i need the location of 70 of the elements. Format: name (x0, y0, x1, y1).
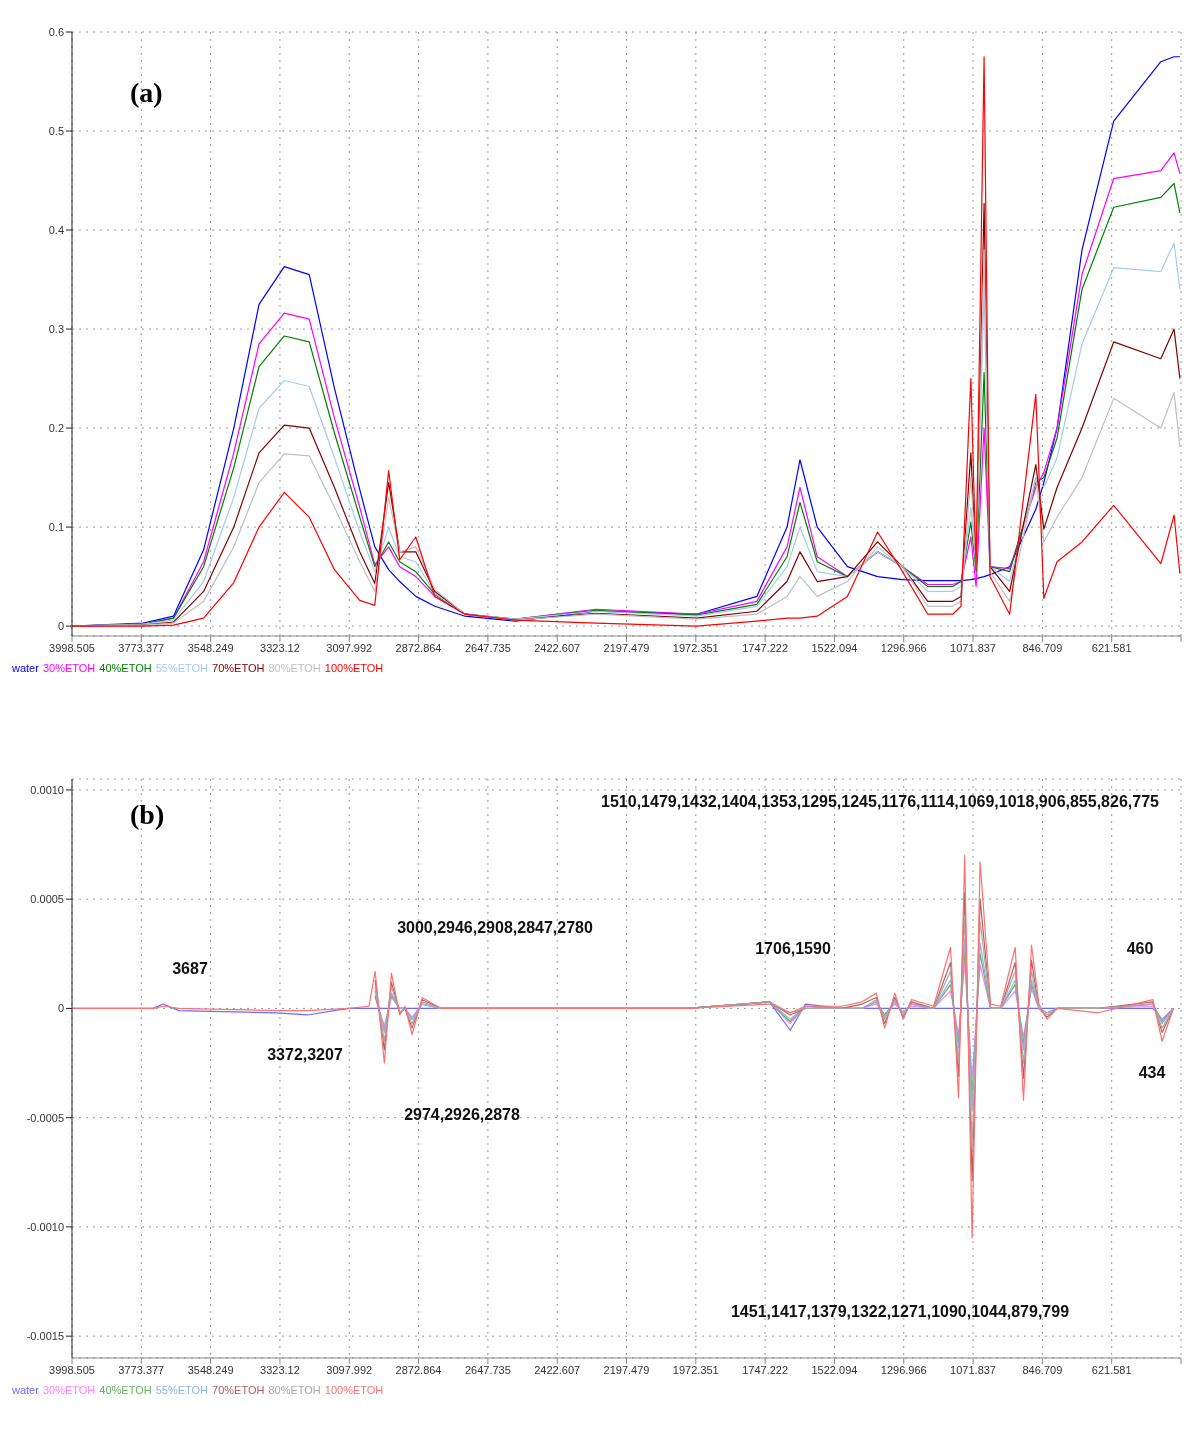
y-tick-label: 0.3 (48, 322, 64, 335)
text: 100%ETOH (324, 662, 384, 674)
x-tick-label: 846.709 (1022, 1363, 1063, 1376)
y-tick-label: 0 (57, 1002, 64, 1015)
y-tick-label: -0.0010 (26, 1220, 64, 1233)
x-tick-label: 2197.479 (603, 1363, 650, 1376)
x-tick-label: 1296.966 (880, 641, 927, 654)
y-tick-label: 0.2 (48, 421, 64, 434)
x-tick-label: 1747.222 (742, 641, 789, 654)
x-tick-label: 621.581 (1091, 1363, 1132, 1376)
y-tick-label: -0.0015 (26, 1330, 64, 1343)
text: water (12, 662, 39, 674)
text: (b) (130, 799, 165, 831)
text: 100%ETOH (324, 1384, 384, 1396)
x-tick-label: 2647.735 (464, 641, 511, 654)
x-tick-label: 1522.094 (811, 641, 858, 654)
y-tick-label: 0.0010 (30, 783, 64, 796)
y-tick-label: 0.6 (48, 25, 64, 38)
y-tick-label: 0 (57, 620, 64, 632)
text: 55%ETOH (155, 662, 209, 674)
x-tick-label: 1972.351 (672, 1363, 719, 1376)
text: 55%ETOH (155, 1384, 209, 1396)
x-tick-label: 2197.479 (603, 641, 650, 654)
x-tick-label: 2872.864 (395, 641, 442, 654)
text: 40%ETOH (99, 662, 152, 674)
x-tick-label: 2647.735 (464, 1363, 511, 1376)
x-tick-label: 1747.222 (742, 1363, 789, 1376)
x-tick-label: 1071.837 (950, 1363, 997, 1376)
y-tick-label: 0.5 (48, 124, 64, 137)
x-tick-label: 3097.992 (326, 1363, 373, 1376)
x-tick-label: 3998.505 (49, 641, 95, 654)
y-tick-label: 0.4 (48, 223, 64, 236)
x-tick-label: 3773.377 (118, 1363, 165, 1376)
x-tick-label: 1972.351 (672, 641, 719, 654)
text: 70%ETOH (212, 1384, 265, 1396)
x-tick-label: 3323.12 (260, 1363, 300, 1376)
annotation: 3372,3207 (267, 1046, 343, 1064)
text: 70%ETOH (212, 662, 265, 674)
annotation: 1510,1479,1432,1404,1353,1295,1245,1176,1114,1069,1018,906,855,826,775 (601, 793, 1159, 811)
x-tick-label: 2872.864 (395, 1363, 442, 1376)
x-tick-label: 3323.12 (260, 641, 300, 654)
text: 80%ETOH (268, 662, 321, 674)
x-tick-label: 1296.966 (880, 1363, 927, 1376)
x-tick-label: 3773.377 (118, 641, 165, 654)
annotation: 1451,1417,1379,1322,1271,1090,1044,879,799 (730, 1303, 1070, 1321)
annotation: 3000,2946,2908,2847,2780 (397, 919, 593, 937)
y-tick-label: -0.0005 (26, 1111, 64, 1124)
x-tick-label: 1522.094 (811, 1363, 858, 1376)
x-tick-label: 2422.607 (534, 641, 581, 654)
x-tick-label: 1071.837 (950, 641, 997, 654)
text: water (12, 1384, 39, 1396)
annotation: 1706,1590 (755, 940, 831, 958)
text: (a) (130, 77, 163, 109)
x-tick-label: 3998.505 (49, 1363, 95, 1376)
text: 30%ETOH (42, 1384, 96, 1396)
x-tick-label: 3548.249 (187, 641, 234, 654)
annotation: 3687 (172, 960, 208, 978)
y-tick-label: 0.1 (48, 520, 64, 533)
x-tick-label: 2422.607 (534, 1363, 581, 1376)
annotation: 2974,2926,2878 (404, 1106, 520, 1124)
text: 40%ETOH (99, 1384, 152, 1396)
text: 80%ETOH (268, 1384, 321, 1396)
annotation: 434 (1138, 1064, 1166, 1082)
x-tick-label: 846.709 (1022, 641, 1063, 654)
text: 30%ETOH (42, 662, 96, 674)
annotation: 460 (1126, 940, 1154, 958)
x-tick-label: 3097.992 (326, 641, 373, 654)
y-tick-label: 0.0005 (30, 893, 64, 906)
x-tick-label: 621.581 (1091, 641, 1132, 654)
x-tick-label: 3548.249 (187, 1363, 234, 1376)
